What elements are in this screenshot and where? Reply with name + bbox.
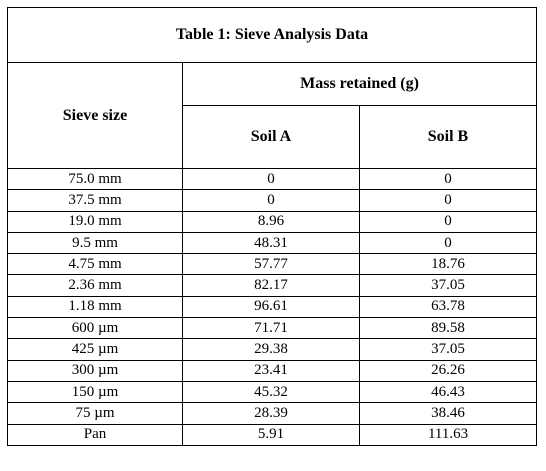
table-row: 1.18 mm 96.61 63.78	[7, 295, 538, 319]
sieve-size-cell: 150 µm	[7, 380, 183, 404]
soil-a-mass-cell: 0	[182, 189, 360, 212]
sieve-size-cell: 9.5 mm	[7, 231, 183, 255]
soil-a-mass-cell: 29.38	[182, 338, 360, 361]
soil-b-mass-cell: 0	[358, 231, 538, 255]
table-row: 150 µm 45.32 46.43	[7, 380, 538, 404]
soil-a-mass-cell: 5.91	[182, 423, 360, 446]
sieve-size-cell: 75.0 mm	[7, 167, 183, 191]
header-soil-a: Soil A	[182, 105, 360, 169]
soil-a-mass-cell: 71.71	[182, 317, 360, 340]
soil-b-mass-cell: 18.76	[358, 253, 538, 276]
soil-b-mass-cell: 26.26	[358, 359, 538, 382]
sieve-size-cell: Pan	[7, 423, 183, 446]
table-row: 37.5 mm 0 0	[7, 189, 538, 212]
soil-b-mass-cell: 0	[358, 189, 538, 212]
soil-a-mass-cell: 82.17	[182, 274, 360, 297]
table-row: Pan 5.91 111.63	[7, 423, 538, 446]
sieve-size-cell: 1.18 mm	[7, 295, 183, 319]
soil-a-mass-cell: 23.41	[182, 359, 360, 382]
sieve-analysis-table-container: Table 1: Sieve Analysis Data Sieve size …	[6, 7, 538, 462]
table-row: 19.0 mm 8.96 0	[7, 210, 538, 233]
sieve-size-cell: 75 µm	[7, 402, 183, 425]
table-row: 75 µm 28.39 38.46	[7, 402, 538, 425]
table-row: 75.0 mm 0 0	[7, 167, 538, 191]
sieve-size-cell: 2.36 mm	[7, 274, 183, 297]
sieve-size-cell: 4.75 mm	[7, 253, 183, 276]
header-sieve-size: Sieve size	[7, 62, 183, 169]
soil-b-mass-cell: 37.05	[358, 338, 538, 361]
soil-b-mass-cell: 37.05	[358, 274, 538, 297]
header-mass-retained: Mass retained (g)	[181, 62, 538, 106]
soil-b-mass-cell: 46.43	[358, 380, 538, 404]
sieve-size-cell: 37.5 mm	[7, 189, 183, 212]
soil-a-mass-cell: 0	[182, 167, 360, 191]
sieve-size-cell: 600 µm	[7, 317, 183, 340]
soil-a-mass-cell: 57.77	[182, 253, 360, 276]
soil-a-mass-cell: 45.32	[182, 380, 360, 404]
soil-b-mass-cell: 0	[358, 167, 538, 191]
soil-a-mass-cell: 48.31	[182, 231, 360, 255]
sieve-size-cell: 300 µm	[7, 359, 183, 382]
sieve-size-cell: 425 µm	[7, 338, 183, 361]
table-row: 2.36 mm 82.17 37.05	[7, 274, 538, 297]
table-row: 4.75 mm 57.77 18.76	[7, 253, 538, 276]
soil-a-mass-cell: 8.96	[182, 210, 360, 233]
soil-b-mass-cell: 0	[358, 210, 538, 233]
soil-b-mass-cell: 89.58	[358, 317, 538, 340]
sieve-size-cell: 19.0 mm	[7, 210, 183, 233]
soil-a-mass-cell: 28.39	[182, 402, 360, 425]
soil-b-mass-cell: 38.46	[358, 402, 538, 425]
soil-b-mass-cell: 111.63	[358, 423, 538, 446]
sieve-analysis-table: Table 1: Sieve Analysis Data Sieve size …	[6, 7, 538, 446]
table-row: 300 µm 23.41 26.26	[7, 359, 538, 382]
header-soil-b: Soil B	[358, 105, 538, 169]
table-row: 9.5 mm 48.31 0	[7, 231, 538, 255]
table-row: 600 µm 71.71 89.58	[7, 317, 538, 340]
table-row: 425 µm 29.38 37.05	[7, 338, 538, 361]
soil-b-mass-cell: 63.78	[358, 295, 538, 319]
soil-a-mass-cell: 96.61	[182, 295, 360, 319]
table-title: Table 1: Sieve Analysis Data	[6, 7, 538, 63]
